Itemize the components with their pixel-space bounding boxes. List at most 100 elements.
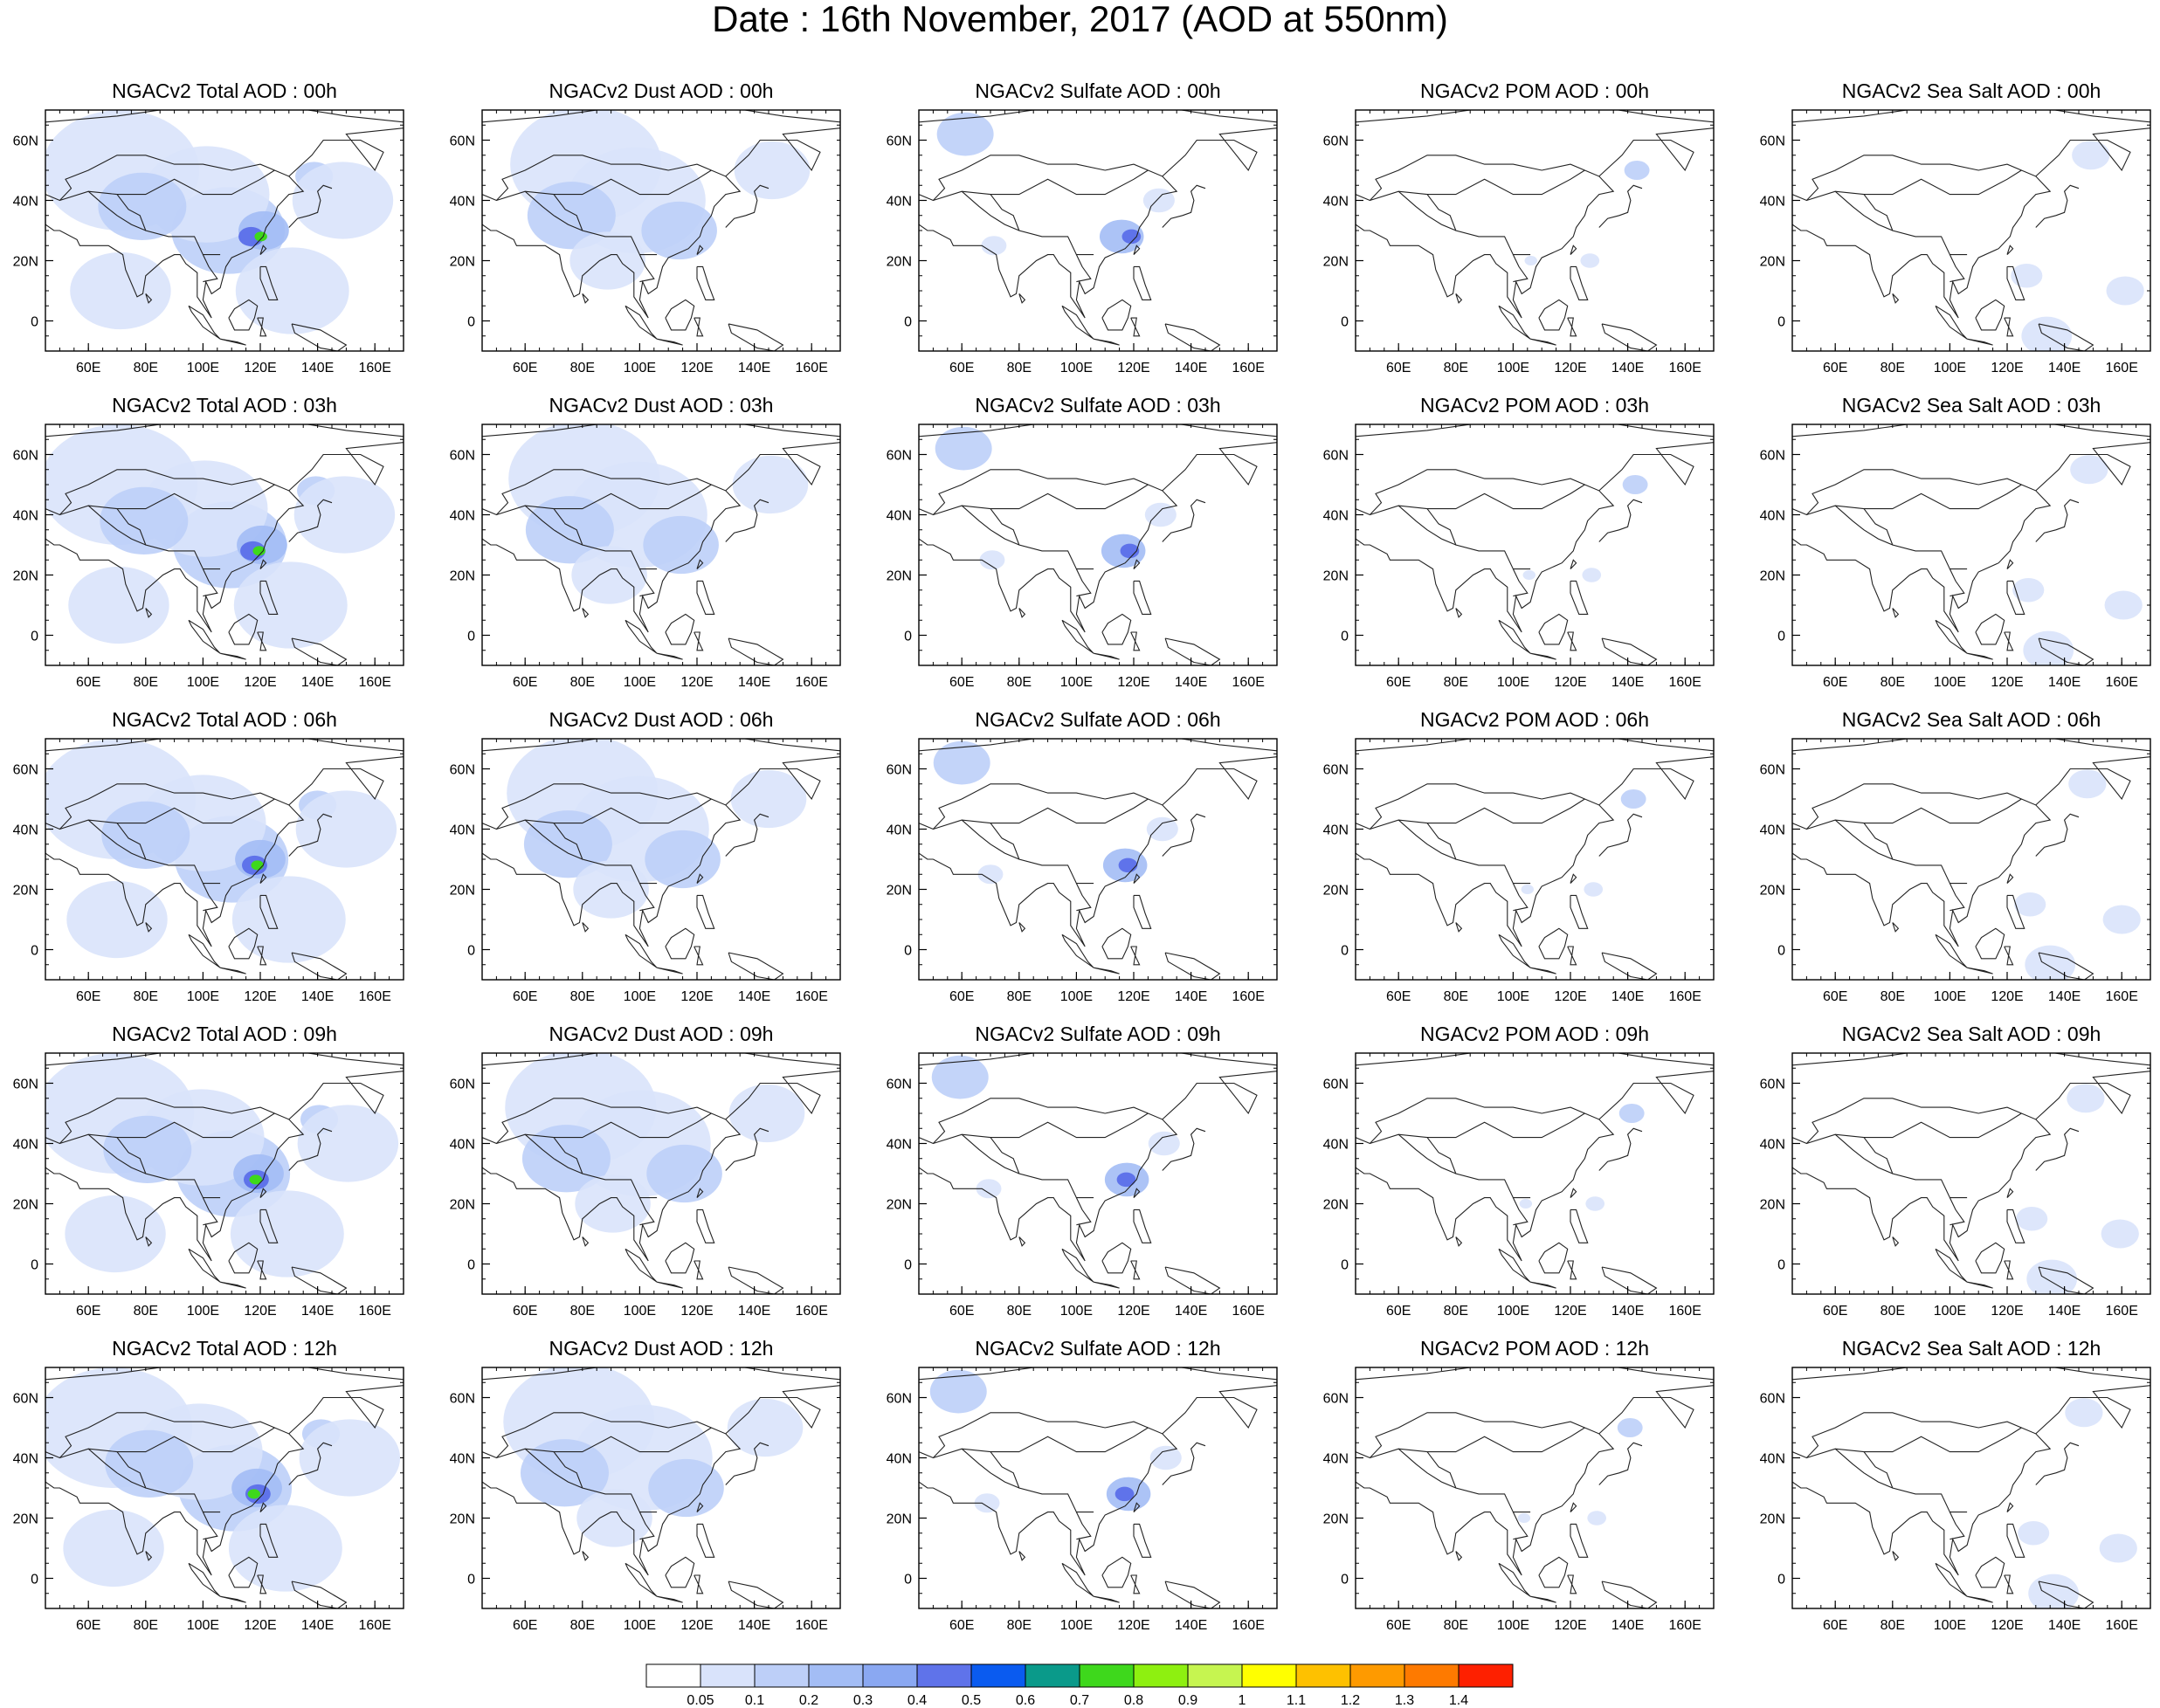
aod-region — [63, 1509, 164, 1587]
island-coastline — [259, 894, 279, 929]
lat-tick-label: 0 — [467, 315, 475, 330]
japan-coastline — [2035, 1442, 2080, 1485]
island-coastline — [625, 1248, 658, 1283]
island-coastline — [145, 608, 153, 618]
country-border — [933, 484, 1149, 516]
island-coastline — [694, 631, 704, 651]
lon-tick-label: 100E — [624, 675, 656, 690]
lon-tick-label: 60E — [1823, 1618, 1847, 1633]
country-border — [933, 169, 1149, 202]
island-coastline — [1018, 608, 1026, 618]
map-panel: NGACv2 Total AOD : 06h 60E 80E 100E 120E 140E… — [13, 708, 404, 1004]
aod-region — [1116, 1172, 1136, 1188]
map-panel: NGACv2 POM AOD : 03h 60E 80E 100E 120E 140E 16… — [1323, 394, 1715, 690]
lat-tick-label: 20N — [450, 255, 475, 270]
island-coastline — [1601, 637, 1658, 665]
map-panel: NGACv2 Dust AOD : 12h 60E 80E 100E 120E 140E 1… — [450, 1337, 841, 1633]
island-coastline — [145, 922, 153, 933]
lon-tick-label: 60E — [1386, 1304, 1411, 1319]
arctic-coastline — [1356, 1367, 1714, 1381]
country-border — [1806, 798, 2022, 830]
lon-tick-label: 60E — [949, 675, 974, 690]
aod-region — [252, 546, 266, 556]
country-border — [116, 194, 221, 256]
lon-tick-label: 80E — [134, 361, 158, 375]
continent-coastline — [482, 1098, 742, 1262]
lat-tick-label: 40N — [1760, 1452, 1785, 1467]
lon-tick-label: 140E — [1611, 1618, 1644, 1633]
aod-shading — [508, 424, 809, 604]
lat-tick-label: 0 — [1777, 315, 1785, 330]
aod-region — [569, 231, 645, 290]
aod-region — [1582, 568, 1602, 582]
lat-tick-label: 20N — [1760, 884, 1785, 899]
island-coastline — [1935, 933, 1968, 968]
lat-tick-label: 20N — [13, 1198, 38, 1213]
lon-tick-label: 120E — [680, 1618, 713, 1633]
country-border — [202, 254, 218, 283]
aod-region — [641, 201, 717, 260]
lon-tick-label: 60E — [513, 1618, 537, 1633]
lat-tick-label: 20N — [887, 569, 912, 584]
aod-shading — [507, 739, 807, 919]
island-coastline — [1093, 967, 1120, 975]
lat-tick-label: 60N — [1323, 449, 1349, 464]
island-coastline — [694, 317, 704, 337]
island-coastline — [259, 244, 267, 255]
island-coastline — [1101, 927, 1132, 960]
island-coastline — [259, 1523, 279, 1558]
northeast-coastline — [288, 756, 404, 806]
aod-region — [525, 496, 614, 564]
colorbar-swatch — [754, 1663, 810, 1688]
map-panel: NGACv2 Sea Salt AOD : 03h 60E 80E 100E 120E 1… — [1760, 394, 2151, 690]
coastlines — [1356, 110, 1714, 351]
aod-region — [730, 769, 807, 829]
aod-shading — [1517, 1417, 1643, 1525]
aod-region — [1524, 255, 1537, 266]
country-border — [1863, 823, 1968, 885]
japan-coastline — [288, 813, 333, 857]
lat-tick-label: 20N — [13, 884, 38, 899]
lat-tick-label: 0 — [904, 1573, 912, 1587]
lat-tick-label: 40N — [1323, 1452, 1349, 1467]
country-border — [1075, 568, 1092, 597]
lon-tick-label: 100E — [624, 1304, 656, 1319]
aod-shading — [2016, 1084, 2139, 1294]
japan-coastline — [725, 1442, 769, 1485]
aod-region — [100, 486, 189, 555]
island-coastline — [188, 305, 221, 340]
island-coastline — [291, 1266, 348, 1294]
lon-tick-label: 160E — [2106, 675, 2138, 690]
aod-region — [935, 426, 992, 471]
map-frame — [1355, 424, 1715, 666]
country-border — [1075, 883, 1092, 912]
aod-region — [297, 1105, 399, 1182]
lat-tick-label: 60N — [1760, 449, 1785, 464]
island-coastline — [1570, 580, 1589, 615]
lat-tick-label: 60N — [450, 1392, 475, 1407]
aod-shading — [1521, 789, 1646, 897]
island-coastline — [219, 1595, 246, 1603]
aod-region — [936, 112, 994, 156]
island-coastline — [1975, 927, 2005, 960]
japan-coastline — [1598, 499, 1643, 542]
lat-tick-label: 0 — [31, 630, 38, 644]
island-coastline — [1093, 1595, 1120, 1603]
lon-tick-label: 160E — [796, 675, 828, 690]
island-coastline — [1966, 1595, 1993, 1603]
lat-tick-label: 20N — [1323, 884, 1349, 899]
aod-region — [2065, 1398, 2103, 1428]
aod-shading — [935, 426, 1177, 570]
island-coastline — [2006, 1523, 2025, 1558]
island-coastline — [1570, 1209, 1589, 1243]
coastlines — [919, 1367, 1277, 1608]
lon-tick-label: 60E — [76, 989, 100, 1004]
coastlines — [482, 1367, 840, 1608]
continent-coastline — [1356, 155, 1615, 319]
lat-tick-label: 40N — [13, 195, 38, 210]
arctic-coastline — [482, 424, 840, 437]
panel-title: NGACv2 Dust AOD : 12h — [549, 1337, 774, 1360]
lat-tick-label: 40N — [450, 823, 475, 838]
island-coastline — [1567, 1574, 1577, 1594]
island-coastline — [1164, 637, 1221, 665]
